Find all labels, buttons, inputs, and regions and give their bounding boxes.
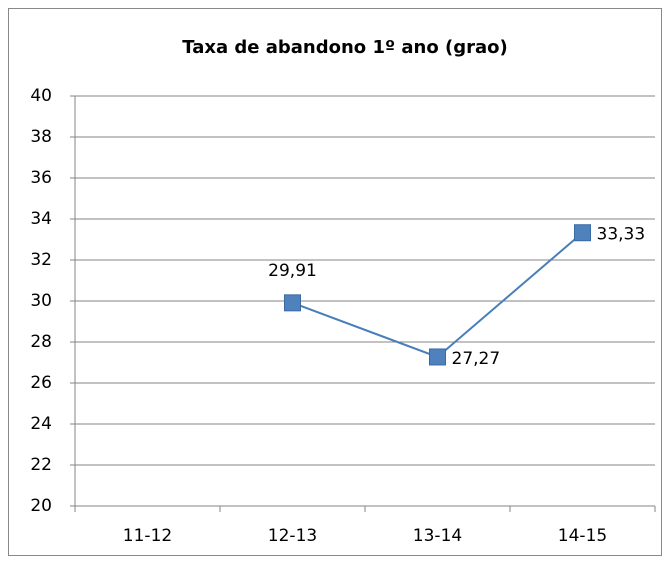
- y-tick-label: 36: [30, 168, 52, 188]
- x-tick-label: 11-12: [123, 526, 172, 546]
- y-tick-label: 38: [30, 127, 52, 147]
- y-tick-label: 26: [30, 373, 52, 393]
- y-tick-label: 28: [30, 332, 52, 352]
- data-label: 33,33: [597, 225, 646, 245]
- x-tick-label: 14-15: [558, 526, 607, 546]
- marker: [429, 348, 446, 366]
- chart-border: [8, 8, 662, 556]
- marker: [284, 294, 301, 312]
- x-tick-label: 13-14: [413, 526, 462, 546]
- x-tick-label: 12-13: [268, 526, 317, 546]
- y-tick-label: 22: [30, 455, 52, 475]
- y-tick-label: 34: [30, 209, 52, 229]
- chart-title: Taxa de abandono 1º ano (grao): [182, 37, 507, 58]
- data-label: 29,91: [268, 261, 317, 281]
- y-tick-label: 20: [30, 496, 52, 516]
- y-tick-label: 40: [30, 86, 52, 106]
- y-tick-label: 30: [30, 291, 52, 311]
- data-label: 27,27: [452, 349, 501, 369]
- y-tick-label: 32: [30, 250, 52, 270]
- y-tick-label: 24: [30, 414, 52, 434]
- marker: [574, 224, 591, 242]
